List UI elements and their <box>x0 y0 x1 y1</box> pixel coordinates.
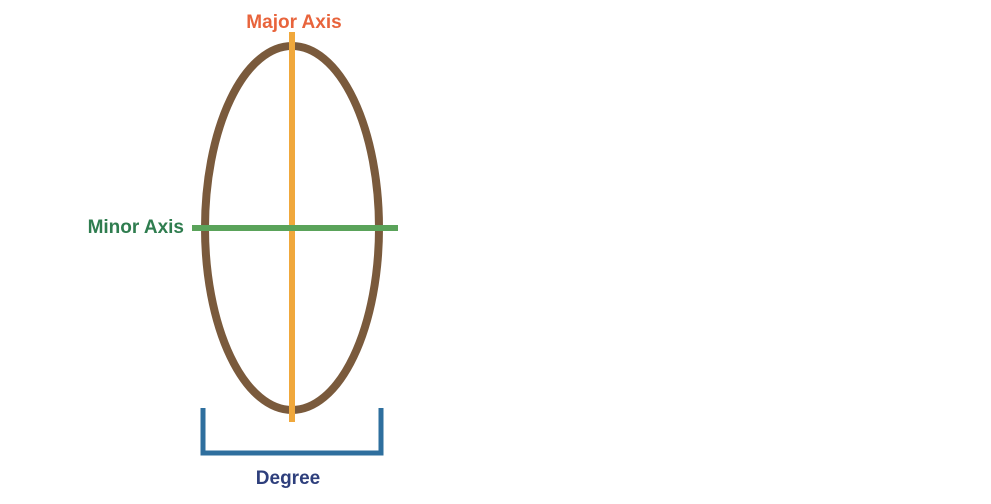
major-axis-label: Major Axis <box>238 12 350 33</box>
minor-axis-label: Minor Axis <box>60 217 184 238</box>
degree-label: Degree <box>232 468 344 489</box>
